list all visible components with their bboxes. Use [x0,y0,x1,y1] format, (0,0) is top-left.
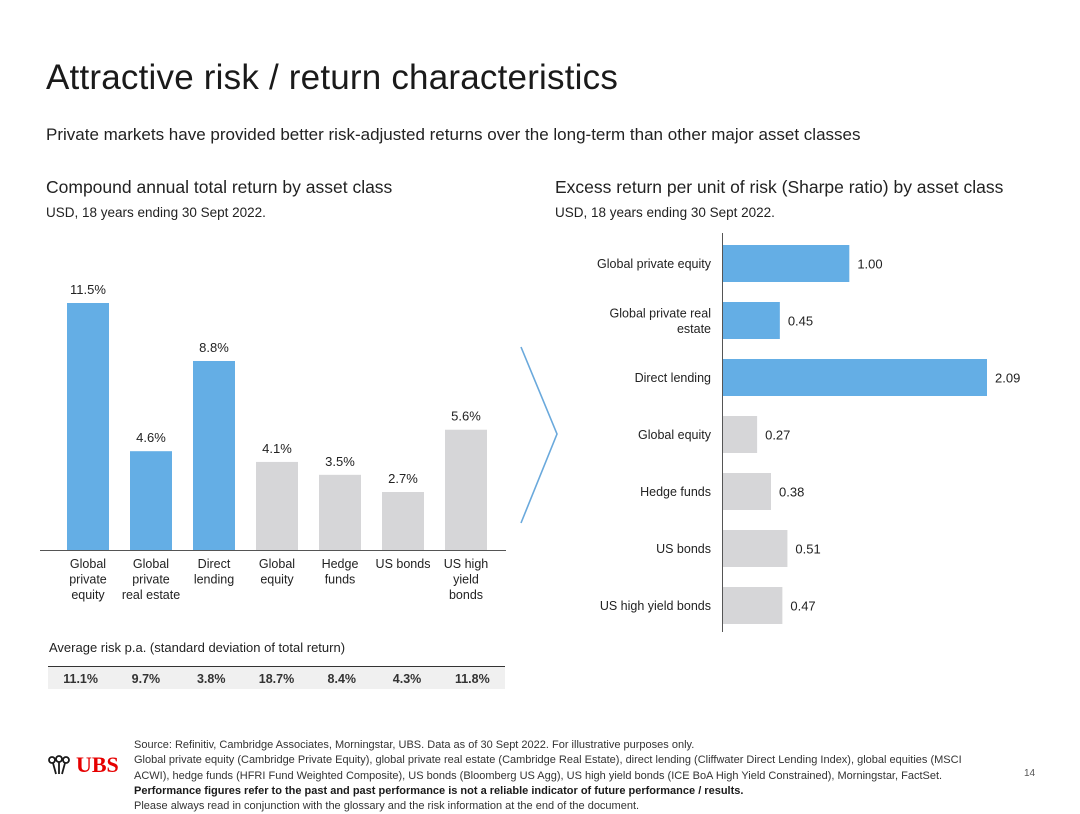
data-label: 0.51 [795,542,820,557]
bar [382,492,424,550]
ubs-logo: UBS [46,752,119,778]
page-subtitle: Private markets have provided better ris… [46,125,861,144]
logo-text: UBS [76,752,119,777]
footer-glossary-note: Please always read in conjunction with t… [134,800,640,813]
bar [445,429,487,550]
data-label: 5.6% [451,409,481,424]
bar [723,530,788,567]
category-label: US bonds [656,542,711,556]
data-label: 0.47 [790,599,815,614]
category-label: lending [194,573,234,587]
risk-table-row: 11.1% 9.7% 3.8% 18.7% 8.4% 4.3% 11.8% [48,666,505,689]
return-bar-chart: 11.5%Globalprivateequity4.6%Globalprivat… [40,282,506,602]
footer-indices-1: Global private equity (Cambridge Private… [134,754,962,767]
category-label: Global [70,557,106,571]
bar [67,303,109,550]
category-label: Hedge [322,557,359,571]
right-chart-title: Excess return per unit of risk (Sharpe r… [555,177,1004,197]
bar [723,359,987,396]
bar [193,360,235,550]
category-label: real estate [122,588,180,602]
footer-source: Source: Refinitiv, Cambridge Associates,… [134,739,695,751]
data-label: 2.7% [388,471,418,486]
data-label: 4.1% [262,441,292,456]
footer-indices-2: ACWI), hedge funds (HFRI Fund Weighted C… [134,769,943,782]
page-number: 14 [1024,768,1036,779]
category-label: Global [133,557,169,571]
risk-value: 11.8% [454,672,490,686]
risk-table-title: Average risk p.a. (standard deviation of… [49,640,346,655]
category-label: Global equity [638,428,712,442]
chevron-right-icon [520,346,558,524]
data-label: 8.8% [199,340,229,355]
category-label: Global private real [610,306,711,320]
data-label: 1.00 [857,257,882,272]
category-label: yield [453,573,479,587]
category-label: US high [444,557,489,571]
footer-notes: Source: Refinitiv, Cambridge Associates,… [134,738,1014,814]
data-label: 0.45 [788,314,813,329]
bar [319,474,361,550]
left-chart-title: Compound annual total return by asset cl… [46,177,393,197]
category-label: equity [71,588,105,602]
risk-value: 4.3% [392,672,422,686]
category-label: private [132,573,170,587]
risk-value: 18.7% [258,672,295,686]
bar [256,461,298,550]
data-label: 11.5% [70,282,106,297]
category-label: Direct lending [635,371,711,385]
data-label: 0.27 [765,428,790,443]
bar [723,245,850,282]
chevron-arrow [520,346,558,524]
bar [723,587,783,624]
category-label: Hedge funds [640,485,711,499]
data-label: 2.09 [995,371,1020,386]
right-chart-subtitle: USD, 18 years ending 30 Sept 2022. [555,205,775,220]
page-title: Attractive risk / return characteristics [46,58,619,97]
data-label: 0.38 [779,485,804,500]
category-label: Global private equity [597,257,712,271]
data-label: 4.6% [136,430,166,445]
risk-value: 11.1% [63,672,99,686]
footer-disclaimer: Performance figures refer to the past an… [134,784,744,797]
category-label: funds [325,573,356,587]
bar [723,416,758,453]
category-label: equity [260,573,294,587]
category-label: bonds [449,588,483,602]
data-label: 3.5% [325,454,355,469]
category-label: Global [259,557,295,571]
category-label: US high yield bonds [600,599,711,613]
sharpe-bar-chart: 1.00 Global private equity 0.45 Global priv… [597,233,1020,632]
left-chart-subtitle: USD, 18 years ending 30 Sept 2022. [46,205,266,220]
category-label: Direct [198,557,231,571]
risk-value: 9.7% [131,672,161,686]
bar [723,473,771,510]
bar [723,302,780,339]
risk-value: 3.8% [196,672,226,686]
category-label: US bonds [376,557,431,571]
category-label: estate [677,322,711,336]
category-label: private [69,573,107,587]
risk-value: 8.4% [327,672,357,686]
keys-icon [48,755,70,775]
bar [130,451,172,550]
